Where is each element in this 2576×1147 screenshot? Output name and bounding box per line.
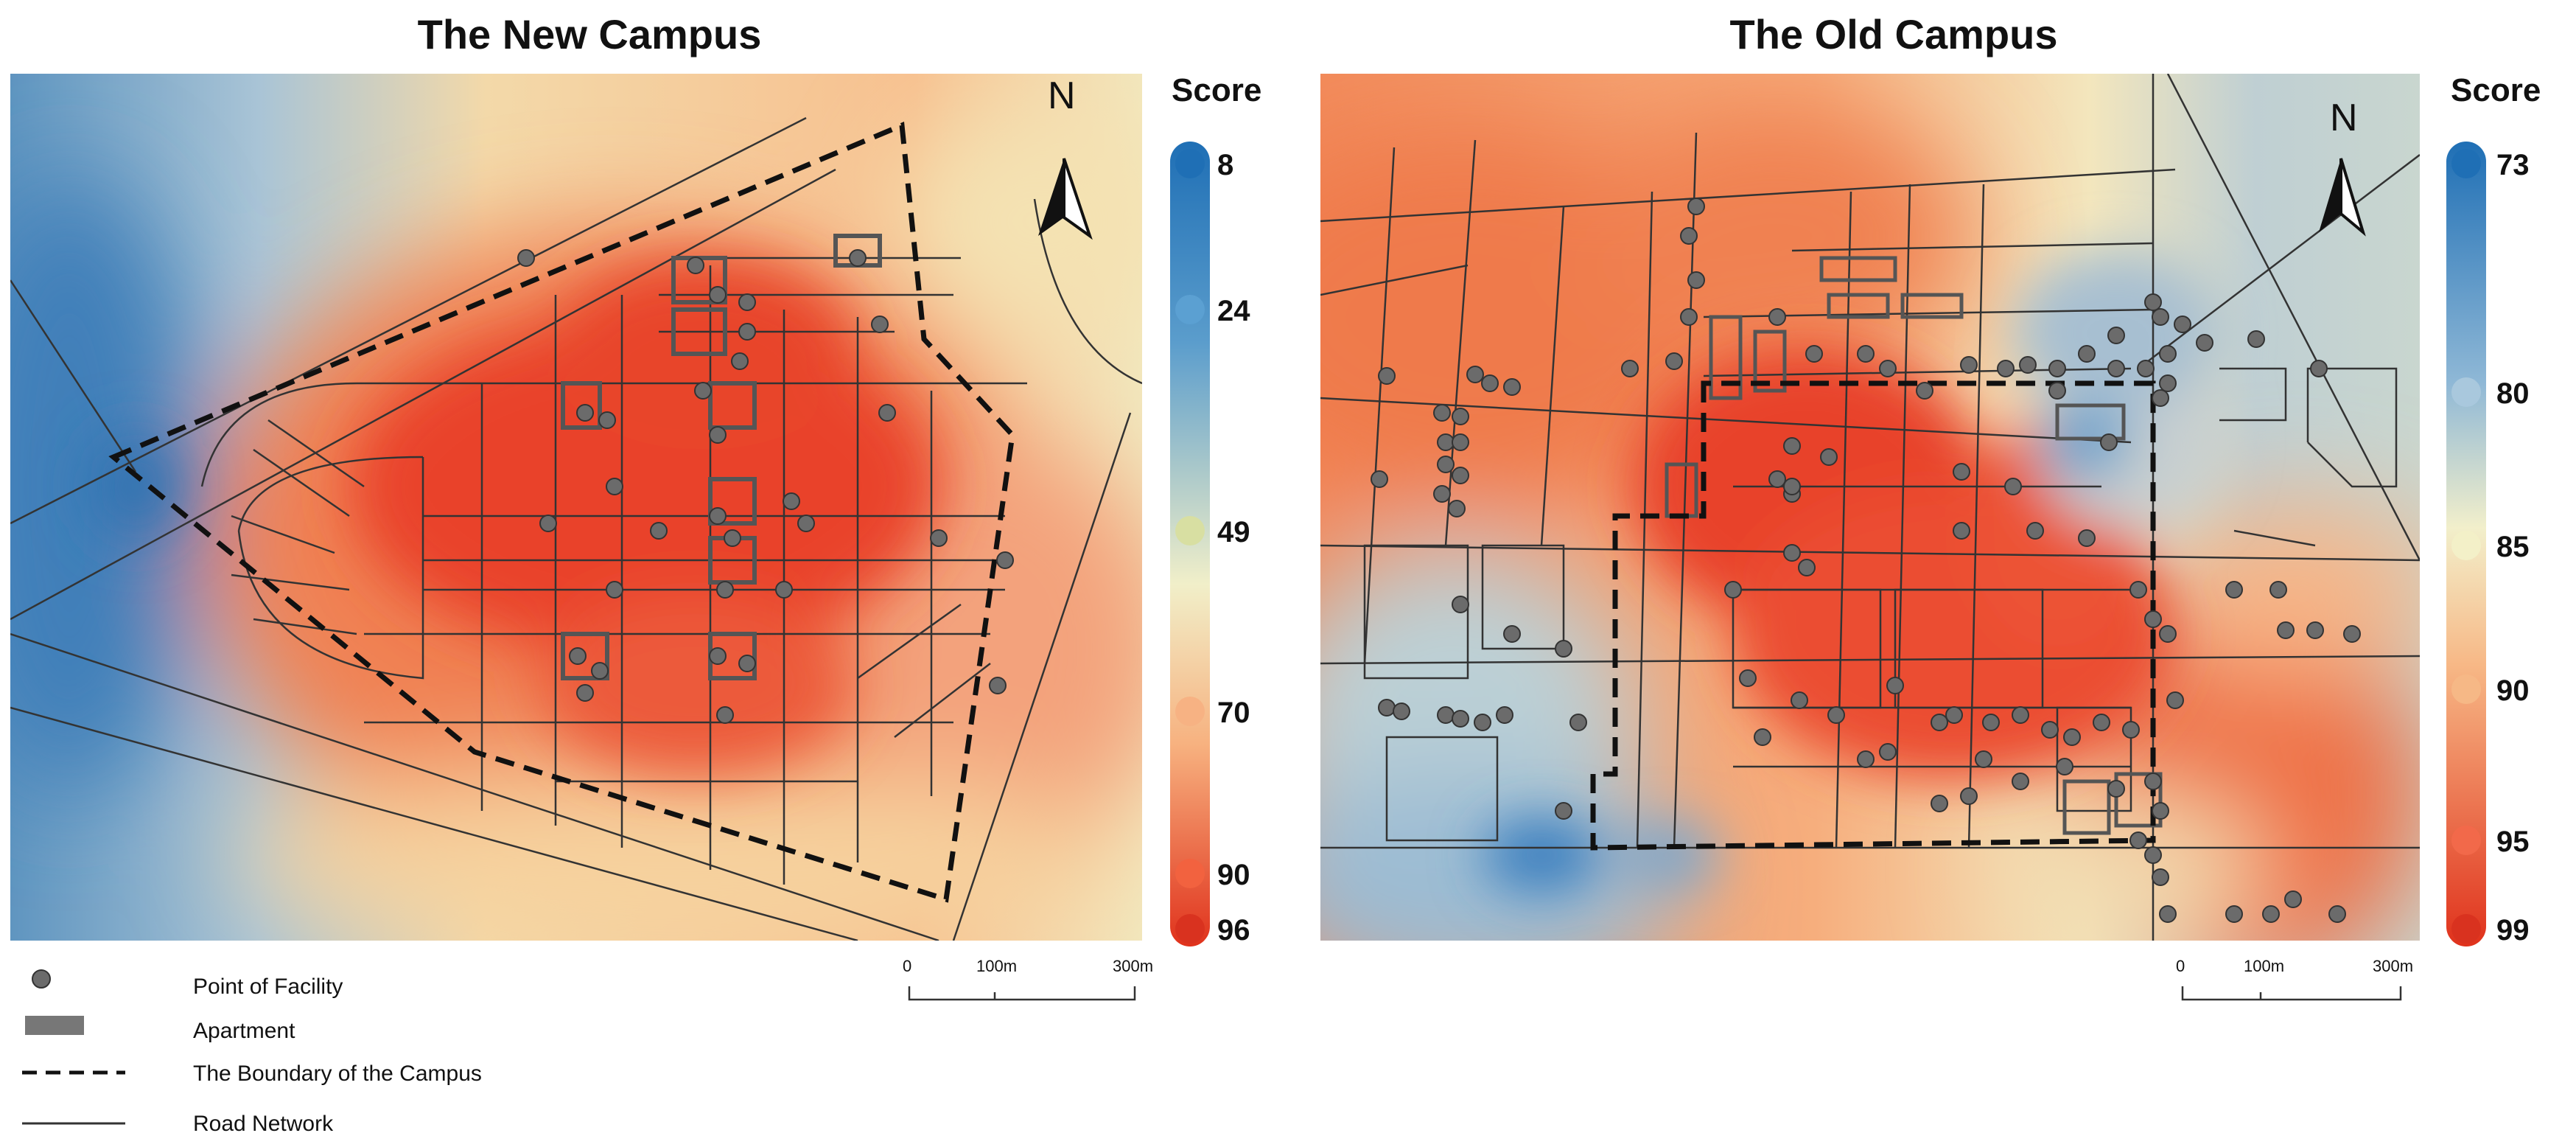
new-scale-bar bbox=[908, 986, 1136, 1001]
old-scale-bar bbox=[2181, 986, 2402, 1001]
legend-symbols bbox=[22, 969, 125, 1125]
new-tick: 90 bbox=[1217, 859, 1250, 891]
campus-boundary bbox=[108, 121, 1015, 903]
old-score-title: Score bbox=[2451, 72, 2541, 108]
old-tick: 99 bbox=[2496, 914, 2530, 946]
new-score-title: Score bbox=[1172, 72, 1262, 108]
old-tick: 90 bbox=[2496, 674, 2530, 707]
old-scale-300: 300m bbox=[2373, 957, 2414, 975]
old-campus-map[interactable] bbox=[1320, 74, 2420, 941]
old-tick: 73 bbox=[2496, 149, 2530, 181]
legend-road-label: Road Network bbox=[193, 1112, 334, 1136]
new-tick: 96 bbox=[1217, 914, 1250, 946]
new-tick: 24 bbox=[1217, 295, 1250, 327]
facility-points bbox=[517, 249, 1014, 724]
facility-legend-icon bbox=[32, 969, 51, 989]
old-tick: 80 bbox=[2496, 377, 2530, 410]
north-label-new: N bbox=[1048, 74, 1076, 117]
new-score-colorbar bbox=[1170, 142, 1210, 946]
old-tick: 95 bbox=[2496, 826, 2530, 858]
legend-apartment-label: Apartment bbox=[193, 1019, 295, 1043]
facility-points bbox=[1371, 198, 2361, 923]
apartment-legend-icon bbox=[25, 1016, 84, 1035]
new-scale-100: 100m bbox=[976, 957, 1018, 975]
new-scale-300: 300m bbox=[1113, 957, 1154, 975]
legend-boundary-label: The Boundary of the Campus bbox=[193, 1061, 482, 1086]
old-scale-0: 0 bbox=[2176, 957, 2185, 975]
apartments bbox=[1665, 256, 2163, 835]
new-tick: 49 bbox=[1217, 516, 1250, 548]
new-tick: 70 bbox=[1217, 697, 1250, 729]
north-arrow-icon bbox=[2319, 158, 2366, 237]
new-scale-0: 0 bbox=[903, 957, 912, 975]
campus-boundary bbox=[1590, 380, 2156, 851]
old-campus-title: The Old Campus bbox=[1729, 11, 2058, 57]
new-tick: 8 bbox=[1217, 149, 1234, 181]
north-label-old: N bbox=[2330, 97, 2358, 139]
old-tick: 85 bbox=[2496, 531, 2530, 563]
north-arrow-icon bbox=[1038, 158, 1093, 240]
new-campus-map[interactable] bbox=[10, 74, 1142, 941]
road-network bbox=[10, 116, 1142, 941]
legend-facility-label: Point of Facility bbox=[193, 975, 343, 999]
new-campus-title: The New Campus bbox=[417, 11, 762, 57]
old-score-colorbar bbox=[2446, 142, 2486, 946]
old-scale-100: 100m bbox=[2244, 957, 2285, 975]
